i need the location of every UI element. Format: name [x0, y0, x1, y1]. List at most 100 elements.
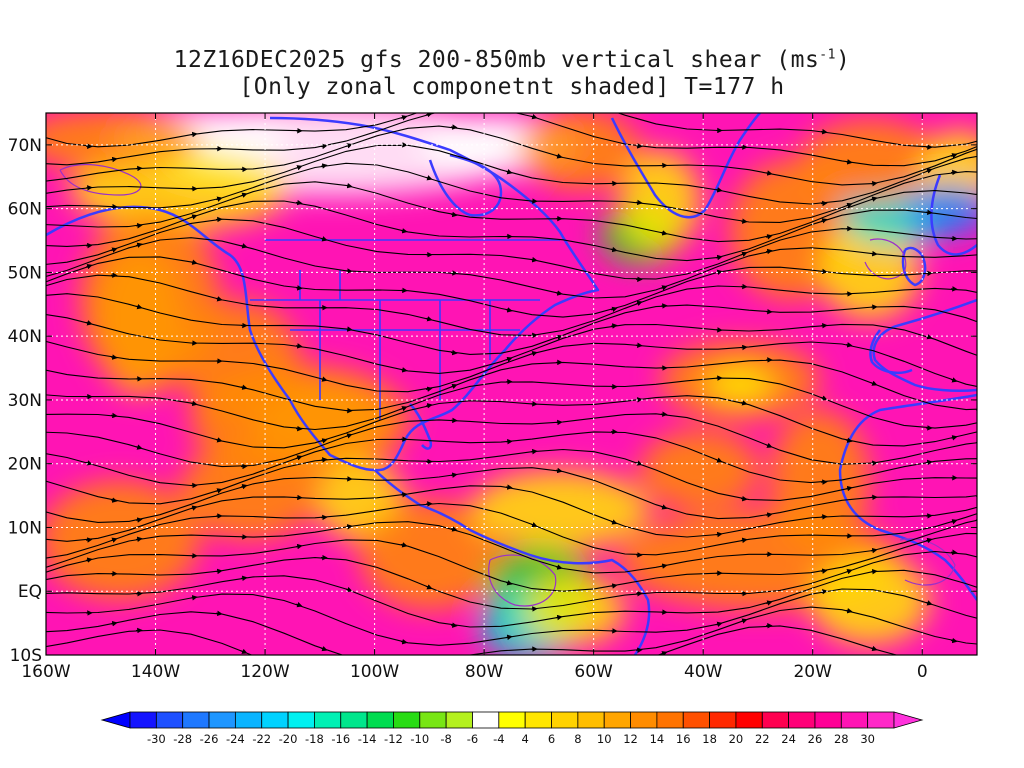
- streamline-arrow: [450, 526, 458, 532]
- title-unit-superscript: -1: [819, 47, 836, 63]
- streamline-arrow: [555, 614, 563, 621]
- colorbar-low-arrow: [100, 711, 131, 729]
- colorbar-swatch: [577, 711, 605, 729]
- streamline: [46, 113, 977, 148]
- colorbar-label: -30: [147, 732, 166, 746]
- colorbar-swatch: [498, 711, 526, 729]
- streamline-arrow: [240, 384, 248, 390]
- streamline-arrow: [400, 115, 408, 121]
- streamline-arrow: [215, 296, 223, 302]
- streamline-arrow: [190, 400, 198, 407]
- streamline-arrow: [530, 256, 538, 263]
- colorbar-swatch: [814, 711, 842, 729]
- streamline-arrow: [635, 460, 643, 466]
- colorbar-label: 12: [623, 732, 638, 746]
- africa-coastline: [838, 393, 977, 601]
- streamline-arrow: [740, 537, 748, 544]
- title-line-1: 12Z16DEC2025 gfs 200-850mb vertical shea…: [0, 47, 1024, 73]
- streamline: [46, 467, 977, 523]
- streamline-arrow: [190, 595, 198, 601]
- lat-label: 60N: [8, 200, 42, 220]
- streamline-arrow: [530, 522, 538, 528]
- colorbar-label: -22: [252, 732, 271, 746]
- streamline-arrow: [425, 403, 433, 409]
- streamline-arrow: [715, 187, 723, 193]
- lat-label: 20N: [8, 455, 42, 475]
- streamline-arrow: [715, 254, 723, 261]
- contour-alaska: [59, 164, 142, 196]
- lon-label: 80W: [465, 662, 504, 682]
- streamline-arrow: [345, 586, 353, 593]
- streamline-arrow: [400, 492, 408, 498]
- streamline-arrow: [135, 304, 143, 310]
- streamline-arrow: [505, 484, 513, 490]
- streamline-arrow: [110, 537, 118, 543]
- streamline-arrow: [611, 113, 618, 114]
- streamline-arrow: [240, 192, 248, 198]
- streamline-arrow: [925, 459, 933, 466]
- streamline-arrow: [400, 228, 408, 234]
- colorbar-swatch: [551, 711, 579, 729]
- streamline: [46, 181, 977, 243]
- streamline-arrow: [345, 143, 353, 149]
- streamline-arrow: [110, 354, 118, 360]
- streamline-arrow: [425, 113, 433, 118]
- shading-blob: [640, 430, 760, 510]
- colorbar-swatch: [682, 711, 710, 729]
- colorbar-label: -26: [200, 732, 219, 746]
- streamline-arrow: [345, 524, 353, 530]
- streamline-arrow: [345, 326, 353, 332]
- streamline-arrow: [740, 251, 748, 257]
- lat-label: 30N: [8, 391, 42, 411]
- streamline-arrow: [425, 584, 433, 590]
- streamline-arrow: [555, 564, 563, 570]
- streamline-arrow: [425, 316, 433, 322]
- streamline-arrow: [820, 568, 828, 574]
- colorbar-swatch: [445, 711, 473, 729]
- colorbar-swatch: [234, 711, 263, 729]
- streamline: [46, 125, 977, 186]
- streamline-arrow: [85, 557, 93, 563]
- colorbar-swatch: [261, 711, 289, 729]
- streamline-arrow: [135, 242, 143, 248]
- streamline: [46, 625, 899, 655]
- streamline: [46, 359, 977, 412]
- shading-blob: [520, 113, 640, 190]
- streamline-arrow: [660, 563, 668, 569]
- streamline: [46, 313, 977, 374]
- streamline-arrow: [425, 175, 433, 181]
- longitude-labels: 160W 140W 120W 100W 80W 60W 40W 20W 0: [21, 662, 927, 682]
- colorbar-label: 28: [834, 732, 849, 746]
- streamline-arrow: [505, 634, 513, 641]
- shading-blob: [525, 575, 625, 645]
- streamline-arrow: [85, 460, 93, 466]
- shading-blob: [470, 470, 650, 550]
- streamline-arrow: [320, 376, 328, 382]
- streamline: [46, 237, 977, 299]
- streamline-arrow: [870, 196, 878, 202]
- streamline: [46, 293, 977, 355]
- streamline-arrow: [715, 457, 723, 463]
- colorbar-label: 6: [548, 732, 555, 746]
- contour-africa: [899, 538, 956, 586]
- streamline-arrow: [240, 648, 248, 654]
- colorbar-label: 16: [676, 732, 691, 746]
- lat-label: 50N: [8, 263, 42, 283]
- streamline-arrow: [215, 568, 223, 575]
- streamline: [46, 569, 977, 628]
- lat-lon-grid: [46, 113, 977, 655]
- streamline-arrow: [425, 386, 433, 392]
- streamline: [46, 485, 977, 542]
- streamline-arrow: [870, 180, 878, 187]
- streamline-arrow: [215, 196, 223, 202]
- lon-label: 40W: [684, 662, 723, 682]
- colorbar-label: -24: [226, 732, 245, 746]
- streamline-arrow: [85, 320, 93, 326]
- lon-label: 60W: [574, 662, 613, 682]
- colorbar-swatch: [656, 711, 684, 729]
- streamline-arrow: [110, 620, 118, 627]
- shading-blob: [810, 555, 930, 645]
- lon-label: 0: [917, 662, 928, 682]
- streamline-arrow: [765, 170, 773, 176]
- streamline-arrow: [845, 437, 853, 443]
